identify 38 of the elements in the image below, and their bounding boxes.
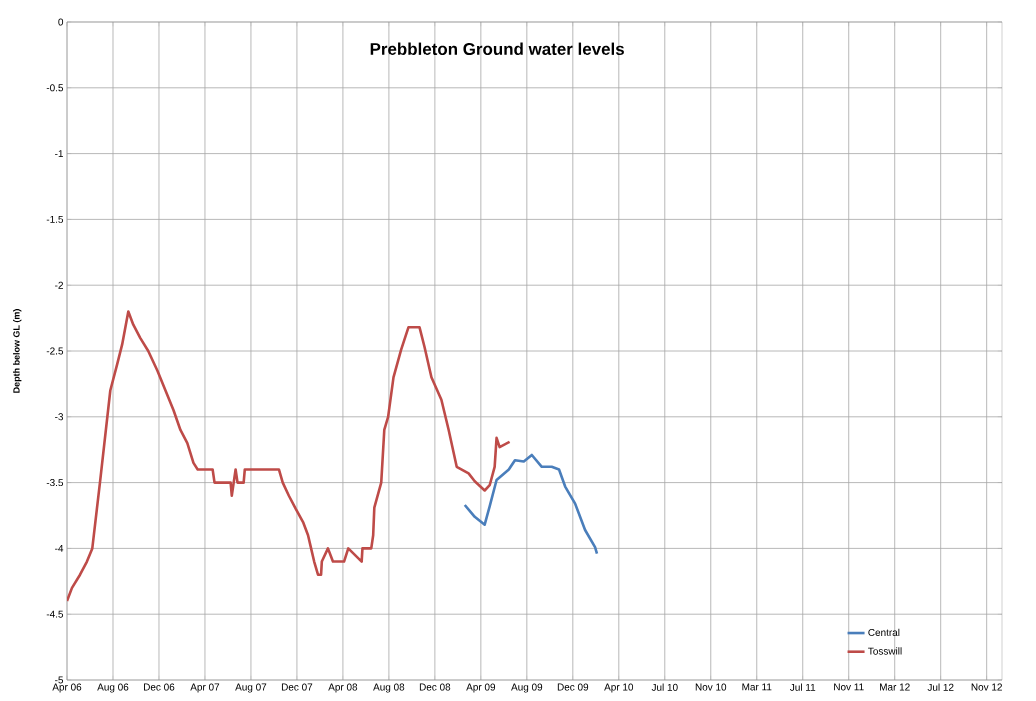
y-axis-title: Depth below GL (m) bbox=[13, 309, 22, 393]
x-tick-label: Jul 12 bbox=[927, 683, 954, 691]
x-tick-label: Jul 10 bbox=[651, 683, 678, 691]
y-tick-label: -4 bbox=[55, 544, 64, 552]
x-tick-label: Mar 12 bbox=[880, 683, 910, 691]
x-tick-label: Aug 06 bbox=[97, 683, 129, 693]
x-tick-label: Dec 07 bbox=[281, 683, 313, 691]
y-tick-label: -2 bbox=[55, 281, 63, 289]
x-tick-label: Nov 11 bbox=[834, 683, 864, 691]
x-tick-label: Aug 08 bbox=[373, 683, 405, 693]
x-tick-label: Apr 10 bbox=[604, 683, 634, 693]
y-tick-label: -3.5 bbox=[46, 479, 64, 487]
x-tick-label: Aug 09 bbox=[511, 683, 543, 693]
line-series bbox=[463, 453, 599, 555]
text: Prebbleton Ground water levels bbox=[370, 42, 624, 56]
legend-label: Central bbox=[868, 628, 900, 636]
y-tick-label: -5 bbox=[55, 676, 64, 684]
y-tick-label: -1.5 bbox=[46, 215, 64, 223]
x-tick-label: Apr 07 bbox=[190, 683, 220, 693]
x-tick-label: Dec 08 bbox=[419, 683, 451, 691]
y-tick-label: -3 bbox=[55, 413, 64, 421]
x-tick-label: Apr 08 bbox=[328, 683, 358, 693]
x-tick-label: Dec 09 bbox=[557, 683, 589, 691]
y-tick-label: -0.5 bbox=[46, 84, 64, 92]
x-tick-label: Apr 09 bbox=[466, 683, 496, 693]
line-series bbox=[67, 310, 511, 603]
x-tick-label: Nov 12 bbox=[971, 683, 1002, 691]
x-tick-label: Dec 06 bbox=[144, 683, 175, 691]
x-tick-label: Nov 10 bbox=[695, 683, 727, 691]
y-tick-label: 0 bbox=[58, 18, 64, 26]
legend-label: Tosswill bbox=[868, 647, 902, 655]
x-tick-label: Mar 11 bbox=[742, 683, 772, 691]
y-tick-label: -4.5 bbox=[46, 610, 64, 618]
x-tick-label: Jul 11 bbox=[789, 683, 816, 691]
y-tick-label: -1 bbox=[55, 150, 63, 158]
y-tick-label: -2.5 bbox=[46, 347, 64, 355]
x-tick-label: Apr 06 bbox=[52, 683, 82, 693]
x-tick-label: Aug 07 bbox=[235, 683, 267, 693]
